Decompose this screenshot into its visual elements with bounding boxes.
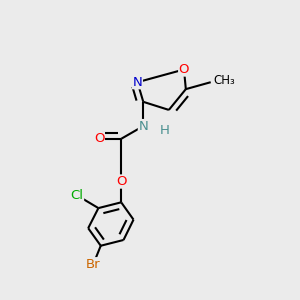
Text: N: N — [138, 120, 148, 133]
Text: H: H — [159, 124, 169, 137]
Text: Br: Br — [86, 258, 100, 271]
Text: CH₃: CH₃ — [213, 74, 235, 87]
Text: Cl: Cl — [70, 189, 83, 202]
Text: O: O — [179, 63, 189, 76]
Text: O: O — [116, 175, 127, 188]
Text: O: O — [94, 132, 104, 145]
Text: N: N — [133, 76, 142, 89]
